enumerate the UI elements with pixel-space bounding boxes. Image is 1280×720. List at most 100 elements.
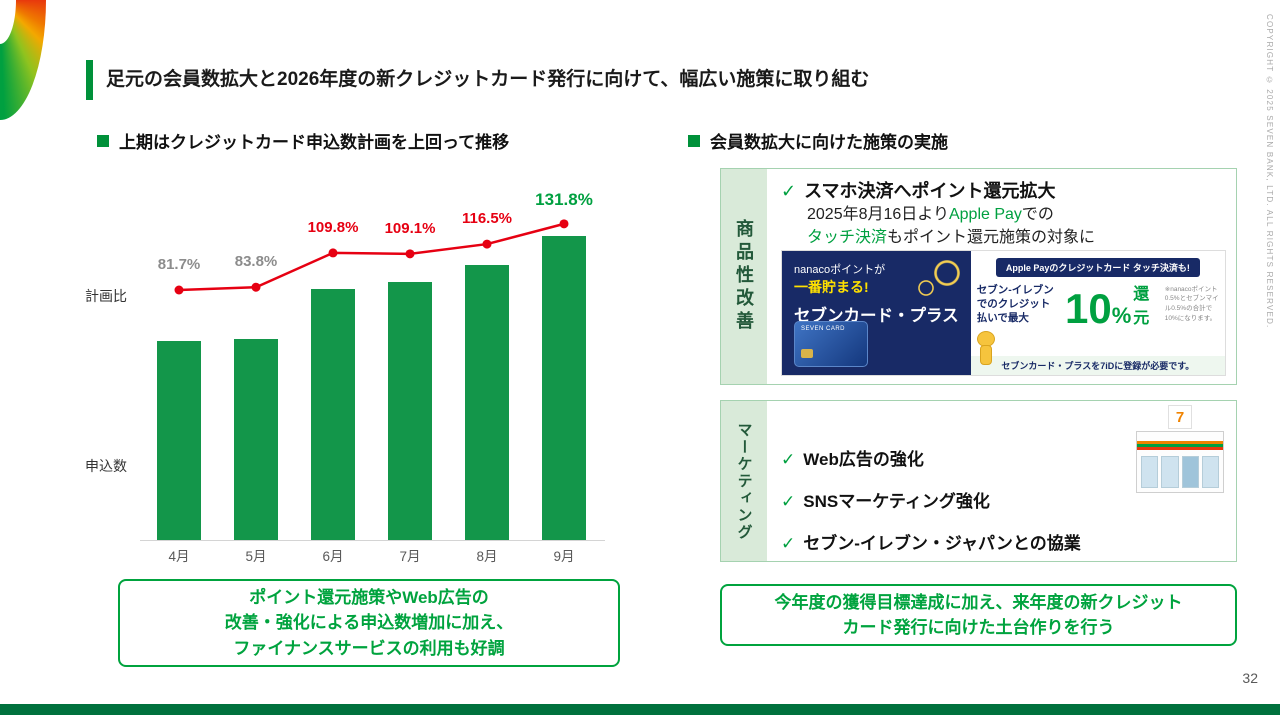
chart-x-tick: 4月	[168, 549, 190, 564]
line-marker	[482, 239, 492, 249]
product-box-content: ✓ スマホ決済へポイント還元拡大 2025年8月16日よりApple Payでの…	[767, 169, 1236, 384]
product-subline-2: タッチ決済もポイント還元施策の対象に	[781, 226, 1226, 249]
slide-title-row: 足元の会員数拡大と2026年度の新クレジットカード発行に向けて、幅広い施策に取り…	[86, 60, 869, 100]
marketing-box-side-strip: マーケティング	[721, 401, 767, 561]
line-marker	[251, 282, 261, 292]
card-chip-icon	[801, 349, 813, 358]
chart-point-label: 81.7%	[157, 256, 201, 273]
promo-lead: セブン-イレブンでのクレジット払いで最大	[976, 283, 1054, 325]
marketing-item: ✓ セブン-イレブン・ジャパンとの協業	[781, 529, 1226, 554]
promo-banner-right: Apple Payのクレジットカード タッチ決済も! セブン-イレブンでのクレジ…	[970, 251, 1225, 375]
line-marker	[405, 249, 415, 259]
check-icon: ✓	[781, 534, 796, 553]
credit-card-label: SEVEN CARD	[801, 326, 846, 332]
promo-footer: セブンカード・プラスを7iDに登録が必要です。	[970, 356, 1225, 375]
left-summary-box: ポイント還元施策やWeb広告の 改善・強化による申込数増加に加え、 ファイナンス…	[118, 579, 620, 667]
chart-x-axis-line	[140, 540, 605, 541]
promo-banner-left: nanacoポイントが 一番貯まる! セブンカード・プラス SEVEN CARD	[782, 251, 971, 375]
copyright-text: COPYRIGHT © 2025 SEVEN BANK, LTD. ALL RI…	[1265, 14, 1274, 329]
product-subline-2b: もポイント還元施策の対象に	[887, 229, 1096, 247]
chart-point-label: 109.1%	[384, 219, 436, 237]
square-bullet-icon	[97, 134, 109, 147]
marketing-item: ✓ Web広告の強化	[781, 445, 1226, 470]
product-subline-1b-apple-pay: Apple Pay	[948, 206, 1022, 223]
store-door	[1181, 456, 1199, 488]
store-building	[1136, 431, 1224, 493]
line-marker	[174, 285, 184, 295]
right-section-heading: 会員数拡大に向けた施策の実施	[688, 128, 948, 153]
right-summary-line: カード発行に向けた土台作りを行う	[842, 618, 1115, 637]
check-icon: ✓	[781, 492, 796, 511]
product-headline: スマホ決済へポイント還元拡大	[804, 181, 1056, 201]
product-headline-row: ✓ スマホ決済へポイント還元拡大	[781, 177, 1226, 203]
product-improvement-box: 商品性改善 ✓ スマホ決済へポイント還元拡大 2025年8月16日よりApple…	[720, 168, 1237, 385]
title-accent-bar	[86, 60, 93, 100]
marketing-box-side-label: マーケティング	[735, 421, 753, 541]
axis-label-plan-ratio: 計画比	[85, 288, 127, 304]
marketing-item-label: Web広告の強化	[803, 450, 924, 469]
right-section-heading-label: 会員数拡大に向けた施策の実施	[710, 133, 948, 152]
marketing-box-content: 7 ✓ Web広告の強化 ✓ S	[767, 401, 1236, 561]
chart-x-tick: 5月	[245, 549, 267, 564]
giraffe-mascot-illustration	[973, 331, 999, 369]
chart-point-label: 83.8%	[234, 253, 278, 271]
chart-point-label: 131.8%	[535, 189, 593, 209]
credit-card-illustration: SEVEN CARD	[794, 321, 868, 367]
promo-percent-value: 10	[1064, 285, 1112, 333]
bottom-accent-bar	[0, 704, 1280, 715]
product-subline-1c: での	[1021, 206, 1054, 223]
promo-card-name: セブンカード・プラス	[794, 307, 959, 325]
product-subline-2a-touch-pay: タッチ決済	[807, 229, 888, 247]
product-box-side-label: 商品性改善	[734, 219, 754, 334]
chart-bar	[157, 341, 201, 540]
square-bullet-icon	[688, 134, 700, 147]
promo-percent: 10 % 還元	[1064, 280, 1159, 333]
check-icon: ✓	[781, 450, 796, 469]
chart-point-label: 116.5%	[461, 210, 513, 228]
promo-note: ※nanacoポイント0.5%とセブンマイル0.5%の合計で10%になります。	[1164, 285, 1219, 322]
promo-kangen: 還元	[1133, 286, 1150, 327]
promo-percent-sign: %	[1111, 302, 1132, 328]
line-marker	[328, 248, 338, 258]
chart-bar	[311, 289, 355, 540]
chart-x-tick: 7月	[399, 549, 421, 564]
marketing-items: ✓ Web広告の強化 ✓ SNSマーケティング強化 ✓ セブン-イレブン・ジャパ…	[781, 445, 1226, 554]
store-stripe-band	[1137, 441, 1223, 450]
chart-bar	[388, 282, 432, 540]
marketing-item-label: セブン-イレブン・ジャパンとの協業	[803, 534, 1081, 553]
store-window	[1201, 456, 1219, 488]
chart-x-tick: 8月	[476, 549, 498, 564]
store-window	[1161, 456, 1179, 488]
page-number: 32	[1242, 670, 1258, 686]
promo-main-row: セブン-イレブンでのクレジット払いで最大 10 % 還元 ※nanacoポイント…	[971, 280, 1225, 333]
marketing-item-label: SNSマーケティング強化	[803, 492, 990, 511]
firework-icon	[914, 277, 937, 299]
left-section-heading-label: 上期はクレジットカード申込数計画を上回って推移	[119, 133, 510, 152]
left-section-heading: 上期はクレジットカード申込数計画を上回って推移	[97, 128, 509, 153]
product-subline-1a: 2025年8月16日より	[807, 206, 949, 223]
seven-eleven-store-illustration: 7	[1136, 405, 1224, 497]
promo-left-line2: 一番貯まる!	[794, 279, 869, 295]
axis-label-applications: 申込数	[85, 458, 127, 474]
page-title: 足元の会員数拡大と2026年度の新クレジットカード発行に向けて、幅広い施策に取り…	[106, 69, 870, 90]
right-summary-box: 今年度の獲得目標達成に加え、来年度の新クレジット カード発行に向けた土台作りを行…	[720, 584, 1237, 646]
promo-tag: Apple Payのクレジットカード タッチ決済も!	[995, 258, 1200, 277]
product-subline-1: 2025年8月16日よりApple Payでの	[781, 203, 1226, 226]
seven-and-i-logo: 7	[1168, 405, 1192, 429]
left-summary-line: ファイナンスサービスの利用も好調	[233, 638, 505, 658]
applications-chart: 計画比 申込数 4月 5月 6月 7月 8月 9月 81.7% 83.8% 109.8% 109.…	[85, 165, 620, 565]
line-marker	[559, 219, 569, 229]
store-windows	[1141, 456, 1219, 488]
right-summary-line: 今年度の獲得目標達成に加え、来年度の新クレジット	[774, 592, 1183, 612]
chart-point-label: 109.8%	[307, 218, 359, 236]
chart-bar	[234, 339, 278, 540]
left-summary-line: 改善・強化による申込数増加に加え、	[224, 613, 514, 633]
left-summary-line: ポイント還元施策やWeb広告の	[249, 587, 489, 607]
chart-x-tick: 9月	[553, 549, 575, 564]
chart-bar	[465, 265, 509, 540]
marketing-item: ✓ SNSマーケティング強化	[781, 487, 1226, 512]
seven-card-plus-promo-banner: nanacoポイントが 一番貯まる! セブンカード・プラス SEVEN CARD…	[781, 250, 1226, 376]
mascot-body	[979, 345, 992, 365]
chart-bar	[542, 236, 586, 540]
